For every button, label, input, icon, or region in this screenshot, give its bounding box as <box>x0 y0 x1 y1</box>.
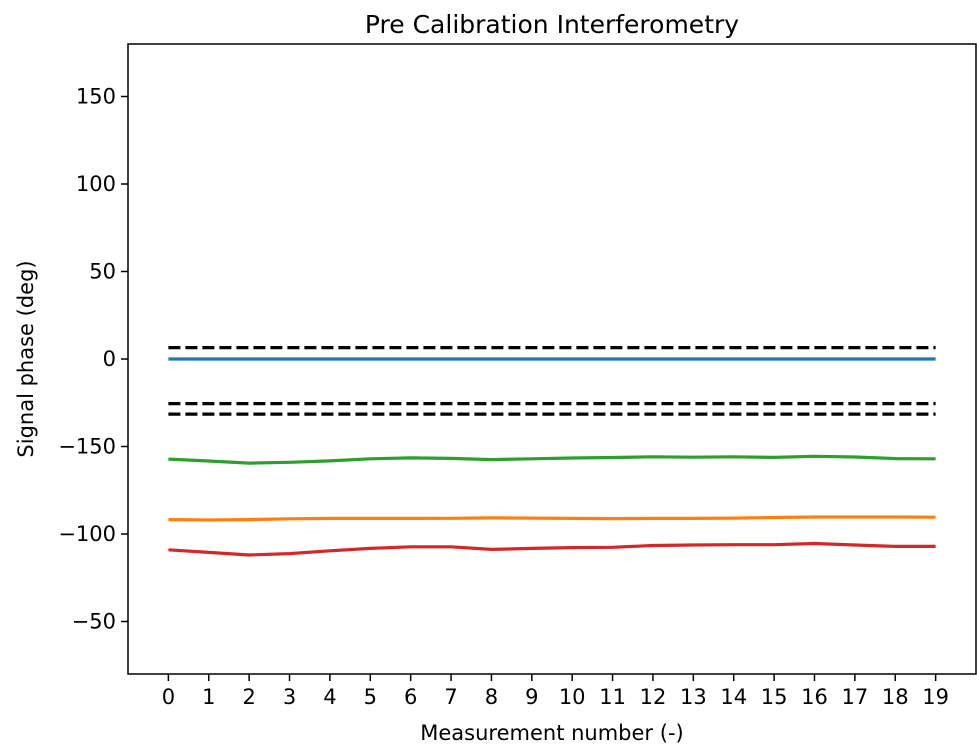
plot-area-frame <box>127 43 977 675</box>
series-layer <box>168 346 936 557</box>
y-tick-label: −150 <box>58 435 116 459</box>
series-line-2 <box>168 515 936 522</box>
x-tick-label: 4 <box>323 685 336 709</box>
x-tick-label: 16 <box>801 685 828 709</box>
x-tick-label: 12 <box>640 685 667 709</box>
y-axis-title: Signal phase (deg) <box>14 260 38 457</box>
x-tick-label: 9 <box>525 685 538 709</box>
x-tick-label: 15 <box>761 685 788 709</box>
x-tick-label: 1 <box>202 685 215 709</box>
y-tick-label: 150 <box>76 85 116 109</box>
y-tick-label: 100 <box>76 172 116 196</box>
x-tick-label: 19 <box>922 685 949 709</box>
x-tick-label: 14 <box>720 685 747 709</box>
x-tick-label: 8 <box>485 685 498 709</box>
series-line-1 <box>168 454 936 465</box>
x-tick-label: 10 <box>559 685 586 709</box>
x-tick-label: 11 <box>599 685 626 709</box>
x-tick-label: 3 <box>283 685 296 709</box>
x-tick-label: 7 <box>444 685 457 709</box>
x-tick-label: 18 <box>882 685 909 709</box>
series-line-3 <box>168 541 936 557</box>
x-tick-label: 17 <box>841 685 868 709</box>
y-tick-label: −100 <box>58 522 116 546</box>
y-tick-label: −50 <box>72 610 116 634</box>
x-tick-label: 5 <box>364 685 377 709</box>
y-tick-label: 0 <box>103 347 116 371</box>
x-tick-label: 13 <box>680 685 707 709</box>
x-tick-label: 6 <box>404 685 417 709</box>
chart-title: Pre Calibration Interferometry <box>365 10 739 39</box>
x-tick-label: 0 <box>162 685 175 709</box>
x-axis-title: Measurement number (-) <box>420 721 683 745</box>
y-tick-label: 50 <box>89 260 116 284</box>
x-tick-label: 2 <box>242 685 255 709</box>
